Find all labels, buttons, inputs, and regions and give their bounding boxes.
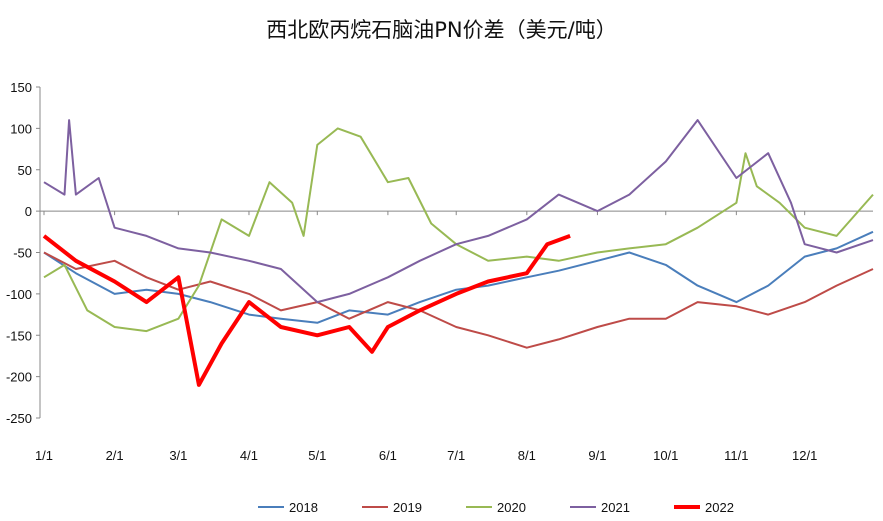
- legend-label-2021: 2021: [601, 500, 630, 515]
- chart-title: 西北欧丙烷石脑油PN价差（美元/吨）: [266, 18, 617, 42]
- x-tick-label: 12/1: [792, 448, 817, 463]
- x-tick-label: 4/1: [240, 448, 258, 463]
- legend-label-2019: 2019: [393, 500, 422, 515]
- x-tick-label: 3/1: [169, 448, 187, 463]
- y-tick-label: -100: [6, 287, 32, 302]
- x-tick-label: 6/1: [379, 448, 397, 463]
- y-tick-label: 100: [10, 121, 32, 136]
- x-tick-label: 7/1: [447, 448, 465, 463]
- series-line-2022: [42, 234, 571, 387]
- x-tick-label: 9/1: [588, 448, 606, 463]
- y-tick-label: 50: [18, 163, 32, 178]
- y-tick-label: -250: [6, 411, 32, 426]
- series-line-2018: [43, 230, 874, 324]
- x-tick-label: 11/1: [724, 448, 748, 463]
- y-tick-label: 150: [10, 80, 32, 95]
- series-line-2020: [43, 127, 874, 333]
- legend-label-2018: 2018: [289, 500, 318, 515]
- y-tick-label: 0: [25, 204, 32, 219]
- legend-label-2020: 2020: [497, 500, 526, 515]
- x-tick-label: 8/1: [518, 448, 536, 463]
- x-tick-label: 2/1: [106, 448, 124, 463]
- series-line-2019: [43, 251, 874, 349]
- y-tick-label: -50: [13, 246, 32, 261]
- x-tick-label: 5/1: [308, 448, 326, 463]
- legend-label-2022: 2022: [705, 500, 734, 515]
- series-line-2021: [43, 119, 874, 304]
- x-tick-label: 1/1: [35, 448, 53, 463]
- x-tick-label: 10/1: [653, 448, 678, 463]
- y-tick-label: -150: [6, 328, 32, 343]
- y-tick-label: -200: [6, 370, 32, 385]
